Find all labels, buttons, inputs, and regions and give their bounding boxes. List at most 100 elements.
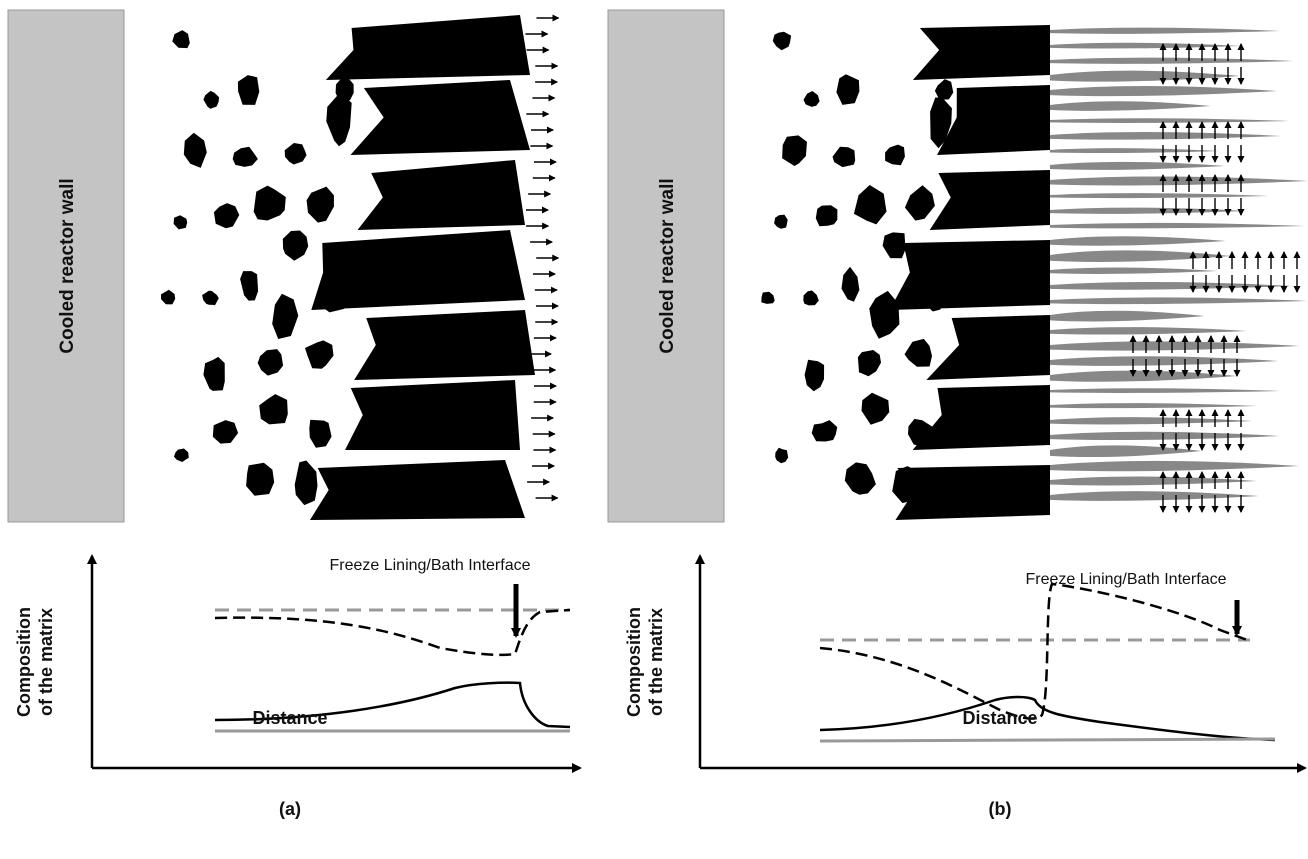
grain [862, 393, 890, 425]
crystal [310, 460, 525, 520]
grain [309, 420, 331, 448]
grain [812, 420, 838, 441]
dendrite [1050, 132, 1281, 140]
crystals [161, 15, 1308, 520]
grain [905, 339, 933, 367]
grain [905, 185, 935, 220]
grain [935, 79, 953, 100]
dendrite [1050, 461, 1299, 471]
grain [774, 215, 788, 229]
grain [238, 75, 259, 105]
wall-label: Cooled reactor wall [57, 178, 78, 353]
dendrite [1050, 445, 1202, 457]
wall-label: Cooled reactor wall [657, 178, 678, 353]
y-axis-label: of the matrix [646, 608, 666, 716]
grain [816, 205, 838, 226]
dendrite [1050, 403, 1257, 408]
dendrite [1050, 311, 1205, 322]
grain [214, 203, 239, 228]
y-axis-label: Composition [624, 607, 644, 717]
dendrite [1050, 236, 1226, 245]
y-axis-label: Composition [14, 607, 34, 717]
dendrite [1050, 162, 1225, 170]
curve [820, 739, 1275, 741]
grain [254, 186, 286, 221]
grain [285, 143, 307, 165]
grain [869, 291, 899, 339]
curve [820, 584, 1250, 719]
grain [174, 215, 188, 229]
dendrite [1050, 101, 1211, 111]
caption: (a) [279, 799, 301, 819]
grain [246, 463, 274, 496]
grain [805, 360, 825, 392]
grain [885, 145, 905, 166]
dendrite [1050, 223, 1305, 228]
figure: Cooled reactor wall Cooled reactor wall … [0, 0, 1308, 854]
interface-label: Freeze Lining/Bath Interface [329, 557, 530, 574]
dendrite [1050, 250, 1231, 262]
crystal [930, 170, 1050, 230]
grain [272, 294, 298, 339]
curve [820, 697, 1275, 740]
crystal [326, 15, 530, 80]
grain [883, 232, 906, 258]
y-axis-label: of the matrix [36, 608, 56, 716]
grain [804, 91, 820, 107]
grain [326, 95, 351, 146]
crystal [890, 240, 1050, 310]
dendrite [1050, 341, 1300, 350]
grain [295, 461, 318, 506]
grain [803, 291, 819, 306]
crystal [895, 465, 1050, 520]
interface-label: Freeze Lining/Bath Interface [1025, 571, 1226, 588]
grain [782, 135, 807, 166]
crystal [311, 230, 525, 310]
grain [836, 74, 859, 105]
dendrite [1050, 193, 1269, 198]
crystal [350, 80, 530, 155]
dendrite [1050, 118, 1289, 123]
crystal [358, 160, 525, 230]
grain [283, 231, 308, 261]
caption: (b) [989, 799, 1012, 819]
crystal [354, 310, 535, 380]
grain [858, 350, 881, 376]
x-axis-label: Distance [252, 708, 327, 728]
dendrite [1050, 71, 1240, 82]
grain [305, 340, 334, 368]
dendrite [1050, 476, 1256, 485]
dendrite [1050, 148, 1220, 153]
grain [259, 394, 288, 424]
crystal [937, 85, 1050, 155]
crystal [345, 380, 520, 450]
crystal [926, 315, 1050, 380]
grain [842, 267, 860, 302]
dendrite [1050, 86, 1277, 96]
dendrite [1050, 297, 1308, 304]
dendrite [1050, 417, 1253, 424]
grain [258, 349, 283, 376]
dendrite [1050, 432, 1279, 440]
dendrite [1050, 388, 1280, 393]
dendrite [1050, 356, 1278, 366]
crystal [913, 385, 1050, 450]
grain [203, 91, 219, 109]
grain [202, 291, 219, 305]
grain [161, 290, 175, 305]
dendrite [1050, 176, 1308, 185]
grain [233, 147, 258, 167]
dendrite [1050, 327, 1246, 334]
graph-b: Freeze Lining/Bath Interface Composition… [624, 556, 1305, 819]
grain [775, 448, 788, 464]
grain [213, 420, 238, 444]
dendrite [1050, 28, 1280, 34]
grain [854, 185, 887, 224]
dendrite [1050, 282, 1292, 290]
dendrite [1050, 43, 1241, 49]
grain [174, 449, 189, 463]
grain [307, 187, 334, 223]
grain [240, 271, 258, 301]
grain [184, 133, 207, 168]
grain [172, 30, 190, 48]
